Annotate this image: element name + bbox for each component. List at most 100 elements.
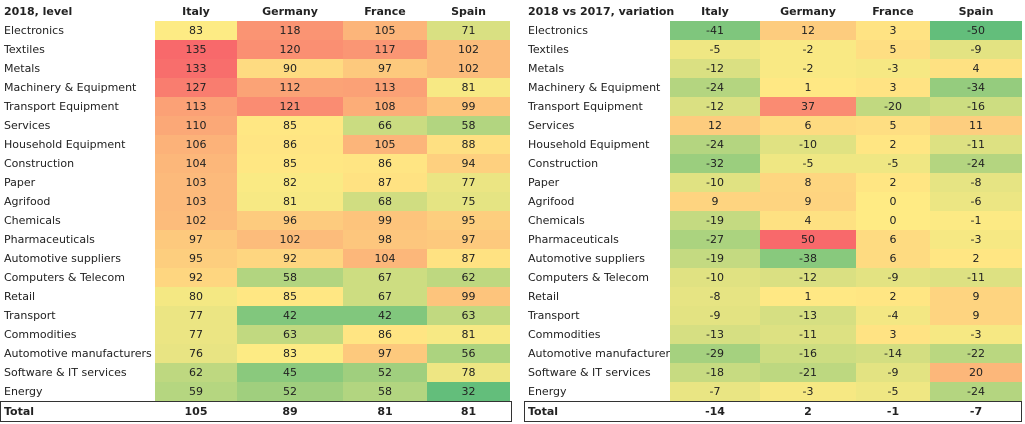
column-header: Germany — [262, 5, 318, 18]
heat-cell: 58 — [343, 382, 427, 401]
heat-cell: -1 — [930, 211, 1022, 230]
heat-cell: 110 — [155, 116, 237, 135]
total-cell: 89 — [282, 405, 298, 418]
total-border — [524, 401, 1022, 422]
heat-cell: 102 — [427, 40, 510, 59]
heat-cell: 5 — [856, 116, 930, 135]
row-label: Agrifood — [528, 195, 575, 208]
heat-cell: 103 — [155, 173, 237, 192]
heat-cell: 3 — [856, 78, 930, 97]
heat-cell: 112 — [237, 78, 343, 97]
heat-cell: 4 — [930, 59, 1022, 78]
heat-cell: -13 — [760, 306, 856, 325]
heat-cell: -34 — [930, 78, 1022, 97]
heat-cell: 87 — [427, 249, 510, 268]
heat-cell: 75 — [427, 192, 510, 211]
heat-cell: 80 — [155, 287, 237, 306]
table-title: 2018 vs 2017, variation — [528, 5, 675, 18]
heat-cell: -24 — [930, 154, 1022, 173]
total-label: Total — [528, 405, 559, 418]
heat-cell: 81 — [427, 325, 510, 344]
heat-cell: -22 — [930, 344, 1022, 363]
heat-cell: 77 — [155, 306, 237, 325]
row-label: Chemicals — [4, 214, 61, 227]
heat-cell: -10 — [760, 135, 856, 154]
row-label: Automotive suppliers — [528, 252, 645, 265]
row-label: Commodities — [4, 328, 77, 341]
heat-cell: -3 — [760, 382, 856, 401]
heat-cell: 95 — [427, 211, 510, 230]
heat-cell: 97 — [155, 230, 237, 249]
heat-cell: -29 — [670, 344, 760, 363]
row-label: Household Equipment — [4, 138, 126, 151]
heat-cell: 113 — [343, 78, 427, 97]
heat-cell: 83 — [237, 344, 343, 363]
heat-cell: 92 — [155, 268, 237, 287]
heat-cell: 105 — [343, 21, 427, 40]
heat-cell: 86 — [343, 325, 427, 344]
heat-cell: -13 — [670, 325, 760, 344]
column-header: France — [872, 5, 914, 18]
heat-cell: -41 — [670, 21, 760, 40]
table-title: 2018, level — [4, 5, 73, 18]
heat-cell: 97 — [343, 59, 427, 78]
heat-cell: -24 — [930, 382, 1022, 401]
heat-cell: 63 — [427, 306, 510, 325]
row-label: Services — [528, 119, 575, 132]
heat-cell: -21 — [760, 363, 856, 382]
row-label: Computers & Telecom — [528, 271, 649, 284]
heat-cell: 3 — [856, 21, 930, 40]
heat-cell: 9 — [930, 287, 1022, 306]
heat-cell: -2 — [760, 40, 856, 59]
heat-cell: -6 — [930, 192, 1022, 211]
heat-cell: -10 — [670, 268, 760, 287]
heat-cell: -11 — [930, 135, 1022, 154]
heat-cell: 113 — [155, 97, 237, 116]
row-label: Services — [4, 119, 51, 132]
heat-cell: 92 — [237, 249, 343, 268]
heat-cell: 3 — [856, 325, 930, 344]
column-header: Spain — [451, 5, 486, 18]
heat-cell: 99 — [427, 97, 510, 116]
heat-cell: 133 — [155, 59, 237, 78]
heat-cell: 71 — [427, 21, 510, 40]
row-label: Pharmaceuticals — [4, 233, 95, 246]
heat-cell: 78 — [427, 363, 510, 382]
row-label: Paper — [4, 176, 36, 189]
heat-cell: -12 — [670, 97, 760, 116]
heat-cell: 81 — [237, 192, 343, 211]
heat-cell: 4 — [760, 211, 856, 230]
row-label: Computers & Telecom — [4, 271, 125, 284]
row-label: Commodities — [528, 328, 601, 341]
heat-cell: 88 — [427, 135, 510, 154]
heat-cell: 102 — [155, 211, 237, 230]
total-cell: 81 — [460, 405, 477, 418]
row-label: Machinery & Equipment — [528, 81, 661, 94]
heat-cell: 6 — [856, 249, 930, 268]
heat-cell: -27 — [670, 230, 760, 249]
row-label: Software & IT services — [528, 366, 651, 379]
heat-cell: -18 — [670, 363, 760, 382]
heat-cell: 104 — [343, 249, 427, 268]
heat-cell: 102 — [427, 59, 510, 78]
heat-cell: 58 — [237, 268, 343, 287]
heat-cell: -5 — [760, 154, 856, 173]
heat-cell: 0 — [856, 192, 930, 211]
heat-cell: -32 — [670, 154, 760, 173]
heat-cell: 2 — [856, 135, 930, 154]
row-label: Pharmaceuticals — [528, 233, 619, 246]
heat-cell: 135 — [155, 40, 237, 59]
heat-cell: 9 — [670, 192, 760, 211]
heat-cell: 97 — [427, 230, 510, 249]
heat-cell: -8 — [930, 173, 1022, 192]
heat-cell: 94 — [427, 154, 510, 173]
row-label: Machinery & Equipment — [4, 81, 137, 94]
total-cell: 81 — [377, 405, 393, 418]
heat-cell: 76 — [155, 344, 237, 363]
heat-cell: -38 — [760, 249, 856, 268]
heat-cell: -12 — [760, 268, 856, 287]
heat-cell: 2 — [930, 249, 1022, 268]
heat-cell: 45 — [237, 363, 343, 382]
row-label: Metals — [4, 62, 41, 75]
